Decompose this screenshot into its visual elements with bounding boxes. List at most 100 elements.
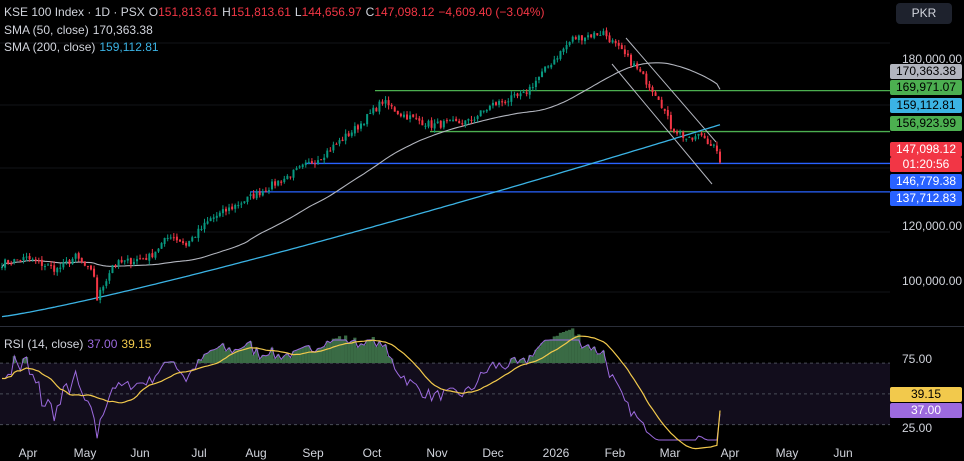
sma50-label: SMA (50, close) xyxy=(4,23,89,37)
rsi-overbought-fill xyxy=(512,357,517,364)
candle-body xyxy=(513,94,516,96)
rsi-overbought-fill xyxy=(598,353,602,364)
open-value: 151,813.61 xyxy=(158,5,219,19)
candle-body xyxy=(16,259,19,261)
candle-body xyxy=(163,238,166,244)
candle-body xyxy=(697,133,700,136)
rsi-overbought-fill xyxy=(371,336,375,364)
candle-body xyxy=(393,107,396,112)
candle-body xyxy=(491,102,494,106)
candle-body xyxy=(700,133,703,136)
level-price-label: 156,923.99 xyxy=(890,116,962,131)
candle-body xyxy=(172,237,175,239)
candle-body xyxy=(672,128,675,132)
candle-body xyxy=(344,133,347,141)
candle-body xyxy=(507,101,510,103)
candle-body xyxy=(666,110,669,116)
candle-body xyxy=(676,131,679,134)
high-label: H xyxy=(222,5,231,19)
candle-body xyxy=(623,49,626,55)
candle-body xyxy=(516,93,519,97)
candle-body xyxy=(375,108,378,112)
candle-body xyxy=(574,37,577,40)
candle-body xyxy=(200,228,203,230)
rsi-overbought-fill xyxy=(215,348,219,364)
currency-button[interactable]: PKR xyxy=(896,3,952,24)
rsi-pane xyxy=(0,328,890,450)
candle-body xyxy=(240,203,243,205)
rsi-overbought-fill xyxy=(377,341,382,364)
candle-body xyxy=(169,237,172,239)
candle-body xyxy=(691,137,694,140)
rsi-overbought-fill xyxy=(552,336,556,364)
candle-body xyxy=(608,35,611,43)
horizontal-levels xyxy=(250,89,890,193)
candle-body xyxy=(418,118,421,121)
rsi-overbought-fill xyxy=(347,343,351,364)
candle-body xyxy=(206,221,209,224)
rsi-overbought-fill xyxy=(242,346,247,364)
candle-body xyxy=(298,166,301,168)
rsi-overbought-fill xyxy=(221,343,225,364)
candle-body xyxy=(498,101,501,105)
rsi-overbought-fill xyxy=(592,346,596,364)
rsi-legend[interactable]: RSI (14, close) 37.00 39.15 xyxy=(4,337,155,351)
candle-body xyxy=(620,45,623,50)
candle-body xyxy=(541,71,544,77)
rsi-overbought-fill xyxy=(252,354,256,364)
candle-body xyxy=(271,181,274,190)
candle-body xyxy=(464,120,467,125)
candle-body xyxy=(445,120,448,122)
candle-body xyxy=(237,205,240,207)
candle-body xyxy=(123,260,126,262)
rsi-overbought-fill xyxy=(258,359,262,364)
rsi-overbought-fill xyxy=(537,346,541,364)
rsi-overbought-fill xyxy=(245,342,250,364)
candle-body xyxy=(194,236,197,238)
candle-body xyxy=(439,120,442,128)
candle-body xyxy=(31,259,34,261)
candle-body xyxy=(215,215,218,218)
candle-body xyxy=(209,218,212,222)
channel-lower-line xyxy=(611,63,713,185)
symbol-name[interactable]: KSE 100 Index · 1D · PSX xyxy=(4,5,145,19)
rsi-overbought-fill xyxy=(331,338,335,364)
sma200-legend[interactable]: SMA (200, close) 159,112.81 xyxy=(4,40,163,54)
candle-body xyxy=(679,132,682,134)
rsi-overbought-fill xyxy=(230,353,234,364)
rsi-overbought-fill xyxy=(583,346,587,364)
candle-body xyxy=(719,151,721,163)
candle-body xyxy=(326,150,329,158)
candle-body xyxy=(688,137,691,139)
candle-body xyxy=(19,260,22,262)
x-tick: Dec xyxy=(482,446,504,460)
sma50-legend[interactable]: SMA (50, close) 170,363.38 xyxy=(4,23,157,37)
candle-body xyxy=(332,144,335,151)
candle-body xyxy=(648,83,651,88)
rsi-overbought-fill xyxy=(568,329,572,364)
rsi-overbought-fill xyxy=(273,358,277,364)
rsi-overbought-fill xyxy=(279,359,283,364)
candle-body xyxy=(338,140,341,144)
candle-body xyxy=(353,126,356,134)
rsi-overbought-fill xyxy=(595,354,599,364)
rsi-overbought-fill xyxy=(328,342,332,364)
candle-body xyxy=(50,264,53,266)
candle-body xyxy=(261,191,264,196)
candle-body xyxy=(519,93,522,97)
x-tick: Apr xyxy=(720,446,740,460)
candle-body xyxy=(682,131,685,138)
candle-body xyxy=(59,267,62,269)
candle-body xyxy=(246,196,249,202)
candle-body xyxy=(65,260,68,263)
close-label: C xyxy=(365,5,375,19)
candle-body xyxy=(111,265,114,274)
candle-body xyxy=(482,110,485,112)
rsi-overbought-fill xyxy=(267,354,271,364)
candle-body xyxy=(145,257,148,260)
candle-body xyxy=(602,31,605,36)
pane-separator[interactable] xyxy=(0,326,964,327)
rsi-overbought-fill xyxy=(353,337,357,364)
rsi-overbought-fill xyxy=(374,346,378,364)
